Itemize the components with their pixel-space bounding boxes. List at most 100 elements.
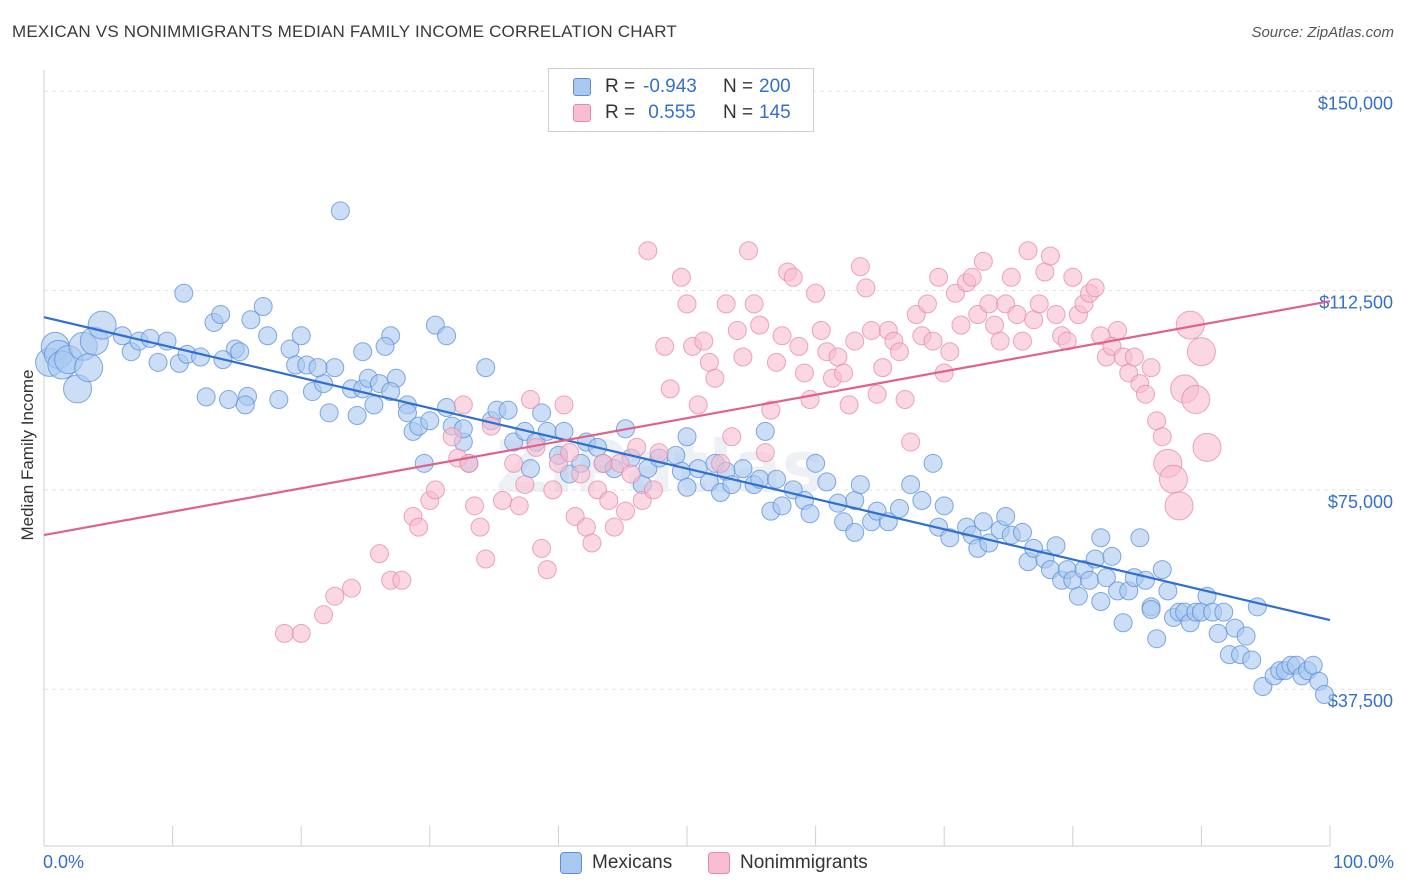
mexicans-point — [476, 358, 496, 378]
nonimmigrants-legend-label: Nonimmigrants — [740, 852, 868, 873]
mexicans-point — [1214, 602, 1234, 622]
nonimmigrants-point — [727, 320, 747, 340]
mexicans-point — [973, 512, 993, 532]
nonimmigrants-point — [834, 363, 854, 383]
mexicans-trend-line — [43, 316, 1331, 622]
nonimmigrants-point — [901, 432, 921, 452]
nonimmigrants-point — [1063, 267, 1083, 287]
nonimmigrants-point — [1124, 347, 1144, 367]
mexicans-point — [850, 475, 870, 495]
mexicans-point — [1242, 650, 1262, 670]
nonimmigrants-point — [1046, 304, 1066, 324]
nonimmigrants-point — [604, 517, 624, 537]
nonimmigrants-point — [1040, 246, 1060, 266]
nonimmigrants-point — [671, 267, 691, 287]
mexicans-point — [498, 400, 518, 420]
source-label: Source: ZipAtlas.com — [1251, 24, 1394, 41]
mexicans-point — [1091, 592, 1111, 612]
nonimmigrants-point — [1147, 411, 1167, 431]
nonimmigrants-swatch — [573, 104, 591, 122]
nonimmigrants-point — [1018, 241, 1038, 261]
nonimmigrants-point — [291, 623, 311, 643]
mexicans-swatch — [573, 78, 591, 96]
nonimmigrants-point — [806, 283, 826, 303]
nonimmigrants-point — [889, 342, 909, 362]
nonimmigrants-point — [856, 278, 876, 298]
nonimmigrants-point — [369, 544, 389, 564]
nonimmigrants-point — [789, 336, 809, 356]
mexicans-point — [1147, 629, 1167, 649]
legend-row-mexicans: R = -0.943 N = 200 — [573, 75, 791, 99]
mexicans-point — [901, 475, 921, 495]
nonimmigrants-point — [1192, 432, 1222, 462]
mexicans-point — [1080, 570, 1100, 590]
nonimmigrants-point — [615, 501, 635, 521]
nonimmigrants-point — [979, 294, 999, 314]
mexicans-point — [677, 477, 697, 497]
nonimmigrants-point — [1108, 320, 1128, 340]
mexicans-point — [230, 342, 250, 362]
nonimmigrants-point — [990, 331, 1010, 351]
r-value: 0.555 — [643, 102, 696, 123]
nonimmigrants-point — [627, 437, 647, 457]
mexicans-point — [1141, 599, 1161, 619]
mexicans-point — [319, 403, 339, 423]
mexicans-point — [1102, 546, 1122, 566]
nonimmigrants-trend-line — [43, 300, 1331, 537]
nonimmigrants-point — [917, 294, 937, 314]
nonimmigrants-point — [951, 315, 971, 335]
nonimmigrants-point — [1035, 262, 1055, 282]
nonimmigrants-point — [783, 267, 803, 287]
nonimmigrants-point — [1007, 304, 1027, 324]
nonimmigrants-point — [761, 400, 781, 420]
nonimmigrants-point — [1158, 464, 1188, 494]
mexicans-point — [174, 283, 194, 303]
nonimmigrants-point — [828, 347, 848, 367]
nonimmigrants-point — [940, 342, 960, 362]
nonimmigrants-point — [515, 475, 535, 495]
n-value: 145 — [759, 102, 791, 123]
nonimmigrants-point — [593, 453, 613, 473]
nonimmigrants-point — [599, 491, 619, 511]
nonimmigrants-point — [688, 395, 708, 415]
mexicans-point — [241, 310, 261, 330]
nonimmigrants-point — [867, 384, 887, 404]
y-tick-label: $150,000 — [1318, 93, 1393, 113]
mexicans-point — [1096, 568, 1116, 588]
nonimmigrants-point — [520, 390, 540, 410]
x-tick-label-max: 100.0% — [1332, 852, 1394, 872]
mexicans-point — [74, 353, 104, 383]
nonimmigrants-point — [532, 538, 552, 558]
nonimmigrants-point — [772, 326, 792, 346]
mexicans-point — [845, 522, 865, 542]
nonimmigrants-point — [1085, 278, 1105, 298]
mexicans-point — [269, 390, 289, 410]
y-tick-label: $112,500 — [1319, 293, 1393, 313]
mexicans-point — [364, 395, 384, 415]
nonimmigrants-point — [509, 496, 529, 516]
mexicans-point — [666, 445, 686, 465]
mexicans-point — [420, 411, 440, 431]
mexicans-point — [733, 459, 753, 479]
nonimmigrants-point — [649, 443, 669, 463]
mexicans-point — [1012, 522, 1032, 542]
mexicans-point — [1236, 626, 1256, 646]
nonimmigrants-point — [492, 491, 512, 511]
mexicans-point — [308, 358, 328, 378]
mexicans-point — [1091, 528, 1111, 548]
mexicans-point — [1208, 623, 1228, 643]
nonimmigrants-point — [973, 251, 993, 271]
nonimmigrants-point — [873, 358, 893, 378]
nonimmigrants-point — [985, 315, 1005, 335]
mexicans-point — [1152, 560, 1172, 580]
nonimmigrants-point — [470, 517, 490, 537]
nonimmigrants-point — [716, 294, 736, 314]
mexicans-point — [817, 472, 837, 492]
mexicans-legend-swatch — [560, 852, 582, 874]
mexicans-point — [414, 453, 434, 473]
bottom-legend-nonimmigrants: Nonimmigrants — [708, 852, 868, 874]
nonimmigrants-point — [711, 453, 731, 473]
nonimmigrants-point — [1001, 267, 1021, 287]
nonimmigrants-point — [582, 533, 602, 553]
